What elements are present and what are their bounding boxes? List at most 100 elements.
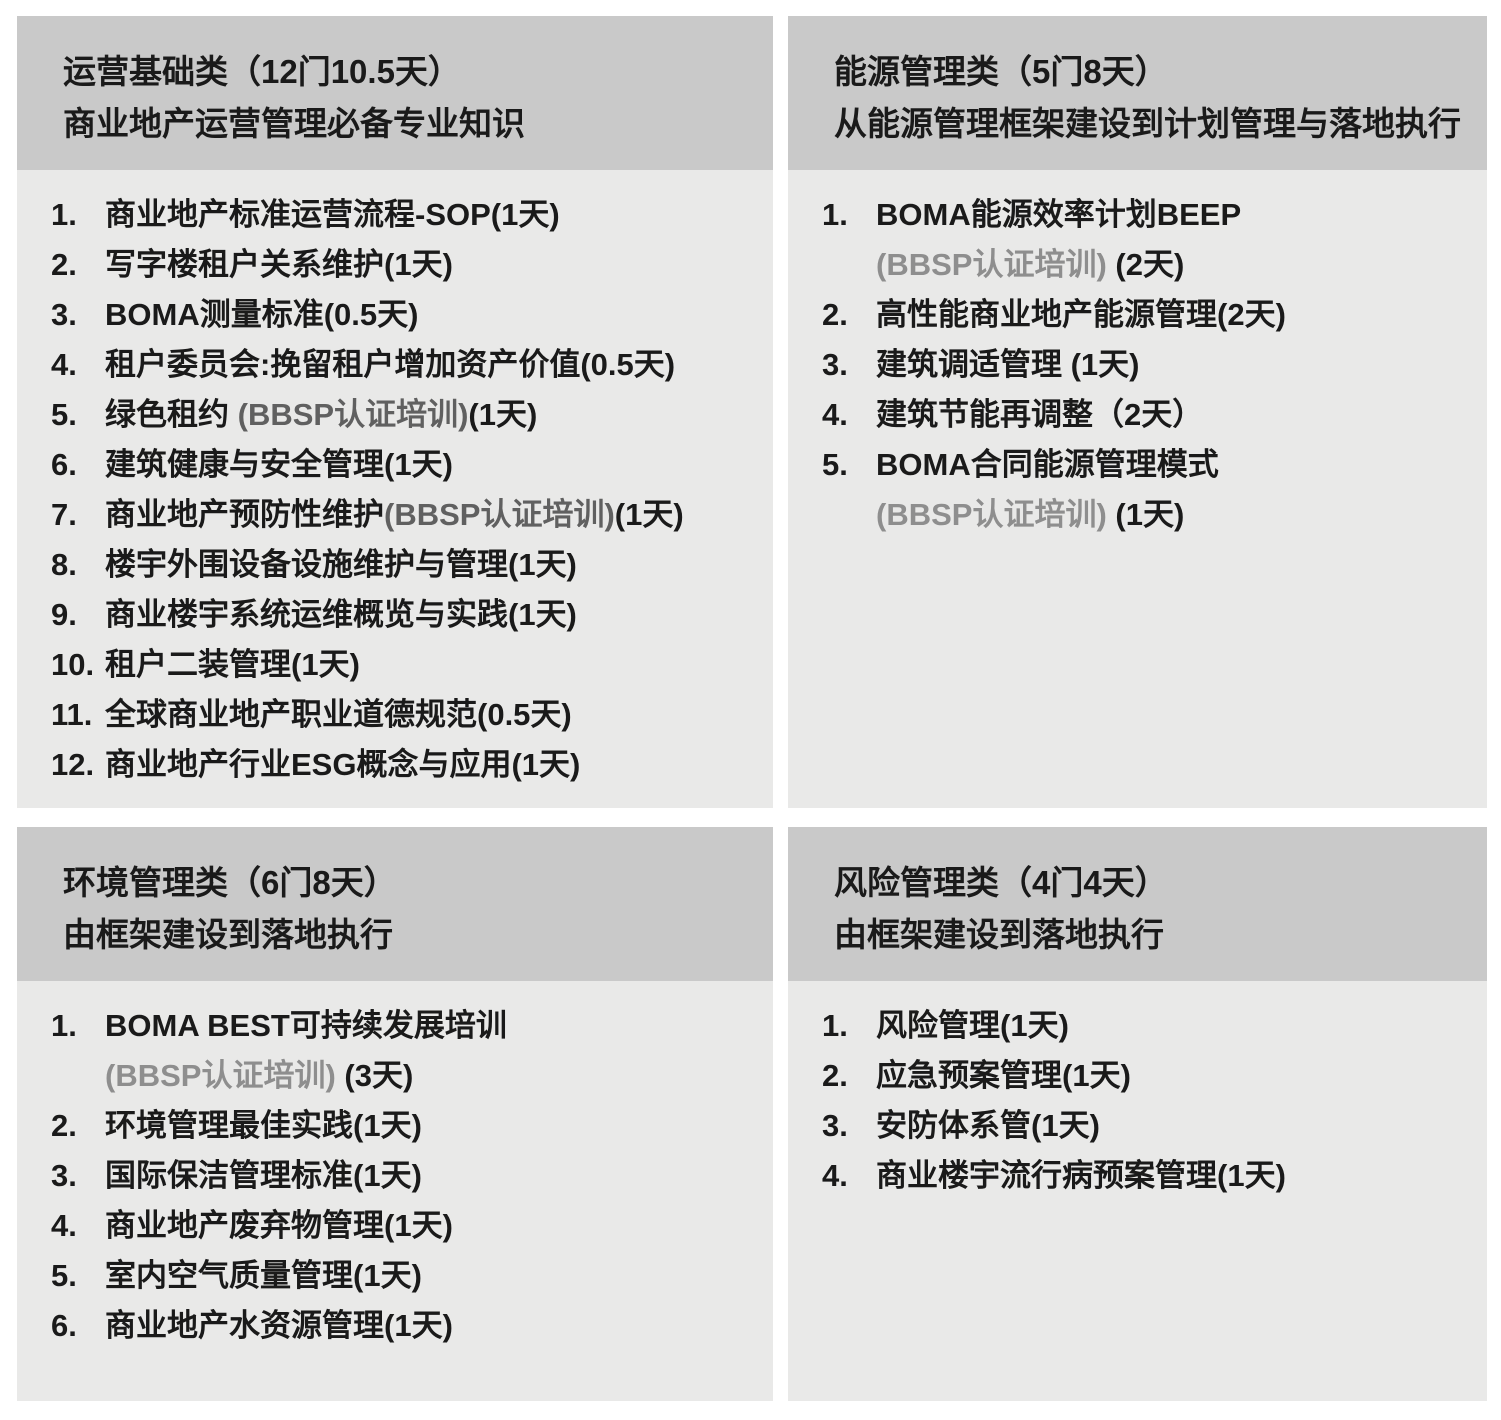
course-item-text: 高性能商业地产能源管理(2天) <box>876 290 1475 340</box>
panel-environment-header: 环境管理类（6门8天） 由框架建设到落地执行 <box>17 827 773 981</box>
course-item: 11. 全球商业地产职业道德规范(0.5天) <box>51 690 761 740</box>
course-item-line: 绿色租约 (BBSP认证培训)(1天) <box>105 397 538 432</box>
course-item-line: (BBSP认证培训) (1天) <box>876 497 1185 532</box>
course-item-number: 2. <box>51 247 77 282</box>
course-item-number: 11. <box>51 697 93 732</box>
course-item-line: 建筑节能再调整（2天） <box>876 397 1204 432</box>
course-item-text: BOMA测量标准(0.5天) <box>105 290 761 340</box>
course-item: 2. 环境管理最佳实践(1天) <box>51 1101 761 1151</box>
course-item-number: 4. <box>822 1158 848 1193</box>
course-item-line: BOMA BEST可持续发展培训 <box>105 1008 507 1043</box>
course-item-text: 租户二装管理(1天) <box>105 640 761 690</box>
course-item: 1. BOMA能源效率计划BEEP (BBSP认证培训) (2天) <box>822 190 1475 290</box>
course-item: 3. 安防体系管(1天) <box>822 1101 1475 1151</box>
panel-energy: 能源管理类（5门8天） 从能源管理框架建设到计划管理与落地执行 1. BOMA能源… <box>788 16 1487 808</box>
course-item-number: 7. <box>51 497 77 532</box>
course-item-text: 国际保洁管理标准(1天) <box>105 1151 761 1201</box>
course-item-text: 租户委员会:挽留租户增加资产价值(0.5天) <box>105 340 761 390</box>
course-item-line: 租户委员会:挽留租户增加资产价值(0.5天) <box>105 347 676 382</box>
course-item-number: 3. <box>51 297 77 332</box>
panel-operations-header: 运营基础类（12门10.5天） 商业地产运营管理必备专业知识 <box>17 16 773 170</box>
course-item: 3. BOMA测量标准(0.5天) <box>51 290 761 340</box>
course-item-line: (BBSP认证培训) (3天) <box>105 1058 414 1093</box>
course-item-number: 1. <box>51 197 77 232</box>
course-item-line: 环境管理最佳实践(1天) <box>105 1108 422 1143</box>
panel-environment: 环境管理类（6门8天） 由框架建设到落地执行 1. BOMA BEST可持续发展培… <box>17 827 773 1401</box>
course-item-number: 1. <box>822 197 848 232</box>
course-item-line: 建筑调适管理 (1天) <box>876 347 1140 382</box>
course-item-number: 4. <box>51 347 77 382</box>
course-item-number: 4. <box>822 397 848 432</box>
course-item: 3. 建筑调适管理 (1天) <box>822 340 1475 390</box>
panel-energy-title: 能源管理类（5门8天） <box>834 53 1168 90</box>
course-item-text: BOMA能源效率计划BEEP (BBSP认证培训) (2天) <box>876 190 1475 290</box>
course-item-number: 2. <box>51 1108 77 1143</box>
panel-operations: 运营基础类（12门10.5天） 商业地产运营管理必备专业知识 1. 商业地产标准运… <box>17 16 773 808</box>
course-item-text: 商业地产标准运营流程-SOP(1天) <box>105 190 761 240</box>
course-item-line: 全球商业地产职业道德规范(0.5天) <box>105 697 572 732</box>
course-item: 10. 租户二装管理(1天) <box>51 640 761 690</box>
course-item-text: 写字楼租户关系维护(1天) <box>105 240 761 290</box>
panel-operations-subtitle: 商业地产运营管理必备专业知识 <box>63 105 525 142</box>
course-item-text: 环境管理最佳实践(1天) <box>105 1101 761 1151</box>
course-item: 1. 商业地产标准运营流程-SOP(1天) <box>51 190 761 240</box>
course-item-line: BOMA测量标准(0.5天) <box>105 297 419 332</box>
panel-operations-title: 运营基础类（12门10.5天） <box>63 53 461 90</box>
course-item-text: 建筑健康与安全管理(1天) <box>105 440 761 490</box>
course-item: 6. 商业地产水资源管理(1天) <box>51 1301 761 1351</box>
course-item-number: 6. <box>51 447 77 482</box>
panel-energy-course-list: 1. BOMA能源效率计划BEEP (BBSP认证培训) (2天) 2. 高性能商业地产… <box>788 170 1487 808</box>
course-item-line: 楼宇外围设备设施维护与管理(1天) <box>105 547 577 582</box>
course-item-line: 商业楼宇系统运维概览与实践(1天) <box>105 597 577 632</box>
course-item-number: 3. <box>822 1108 848 1143</box>
course-item-number: 3. <box>51 1158 77 1193</box>
course-item: 2. 应急预案管理(1天) <box>822 1051 1475 1101</box>
course-item-number: 8. <box>51 547 77 582</box>
course-item: 4. 商业地产废弃物管理(1天) <box>51 1201 761 1251</box>
course-item-text: 商业地产废弃物管理(1天) <box>105 1201 761 1251</box>
panel-risk-course-list: 1. 风险管理(1天) 2. 应急预案管理(1天) 3. 安防体系管(1天) 4. 商业楼宇流… <box>788 981 1487 1401</box>
course-item: 4. 建筑节能再调整（2天） <box>822 390 1475 440</box>
course-item-line: 商业地产预防性维护(BBSP认证培训)(1天) <box>105 497 684 532</box>
course-item-line: BOMA合同能源管理模式 <box>876 447 1219 482</box>
course-item-number: 10. <box>51 647 95 682</box>
course-item-number: 5. <box>51 397 77 432</box>
panel-risk: 风险管理类（4门4天） 由框架建设到落地执行 1. 风险管理(1天) 2. 应急预案管… <box>788 827 1487 1401</box>
course-item-number: 9. <box>51 597 77 632</box>
course-item-line: 商业楼宇流行病预案管理(1天) <box>876 1158 1286 1193</box>
course-item-text: BOMA合同能源管理模式 (BBSP认证培训) (1天) <box>876 440 1475 540</box>
course-item-text: BOMA BEST可持续发展培训 (BBSP认证培训) (3天) <box>105 1001 761 1101</box>
course-item-text: 商业楼宇流行病预案管理(1天) <box>876 1151 1475 1201</box>
course-item: 6. 建筑健康与安全管理(1天) <box>51 440 761 490</box>
course-item-line: 商业地产标准运营流程-SOP(1天) <box>105 197 560 232</box>
course-item: 3. 国际保洁管理标准(1天) <box>51 1151 761 1201</box>
course-item-text: 全球商业地产职业道德规范(0.5天) <box>105 690 761 740</box>
course-item-line: 租户二装管理(1天) <box>105 647 360 682</box>
course-item: 2. 高性能商业地产能源管理(2天) <box>822 290 1475 340</box>
course-item-text: 绿色租约 (BBSP认证培训)(1天) <box>105 390 761 440</box>
course-item-line: 建筑健康与安全管理(1天) <box>105 447 453 482</box>
course-item-text: 商业地产水资源管理(1天) <box>105 1301 761 1351</box>
course-item-line: 商业地产水资源管理(1天) <box>105 1308 453 1343</box>
course-item-number: 3. <box>822 347 848 382</box>
course-item-text: 应急预案管理(1天) <box>876 1051 1475 1101</box>
panel-energy-subtitle: 从能源管理框架建设到计划管理与落地执行 <box>834 105 1461 142</box>
course-item-number: 4. <box>51 1208 77 1243</box>
course-item-number: 2. <box>822 1058 848 1093</box>
course-item: 4. 商业楼宇流行病预案管理(1天) <box>822 1151 1475 1201</box>
course-item-line: 国际保洁管理标准(1天) <box>105 1158 422 1193</box>
course-item-number: 1. <box>822 1008 848 1043</box>
course-item-line: 应急预案管理(1天) <box>876 1058 1131 1093</box>
course-item-text: 风险管理(1天) <box>876 1001 1475 1051</box>
course-item-line: 安防体系管(1天) <box>876 1108 1100 1143</box>
course-item: 5. 绿色租约 (BBSP认证培训)(1天) <box>51 390 761 440</box>
panel-environment-course-list: 1. BOMA BEST可持续发展培训 (BBSP认证培训) (3天) 2. 环境管理最… <box>17 981 773 1401</box>
panel-environment-title: 环境管理类（6门8天） <box>63 864 397 901</box>
course-item-text: 商业地产行业ESG概念与应用(1天) <box>105 740 761 790</box>
course-item-line: 风险管理(1天) <box>876 1008 1069 1043</box>
course-item-text: 建筑节能再调整（2天） <box>876 390 1475 440</box>
course-item-text: 楼宇外围设备设施维护与管理(1天) <box>105 540 761 590</box>
panel-risk-title: 风险管理类（4门4天） <box>834 864 1168 901</box>
course-item: 5. BOMA合同能源管理模式 (BBSP认证培训) (1天) <box>822 440 1475 540</box>
